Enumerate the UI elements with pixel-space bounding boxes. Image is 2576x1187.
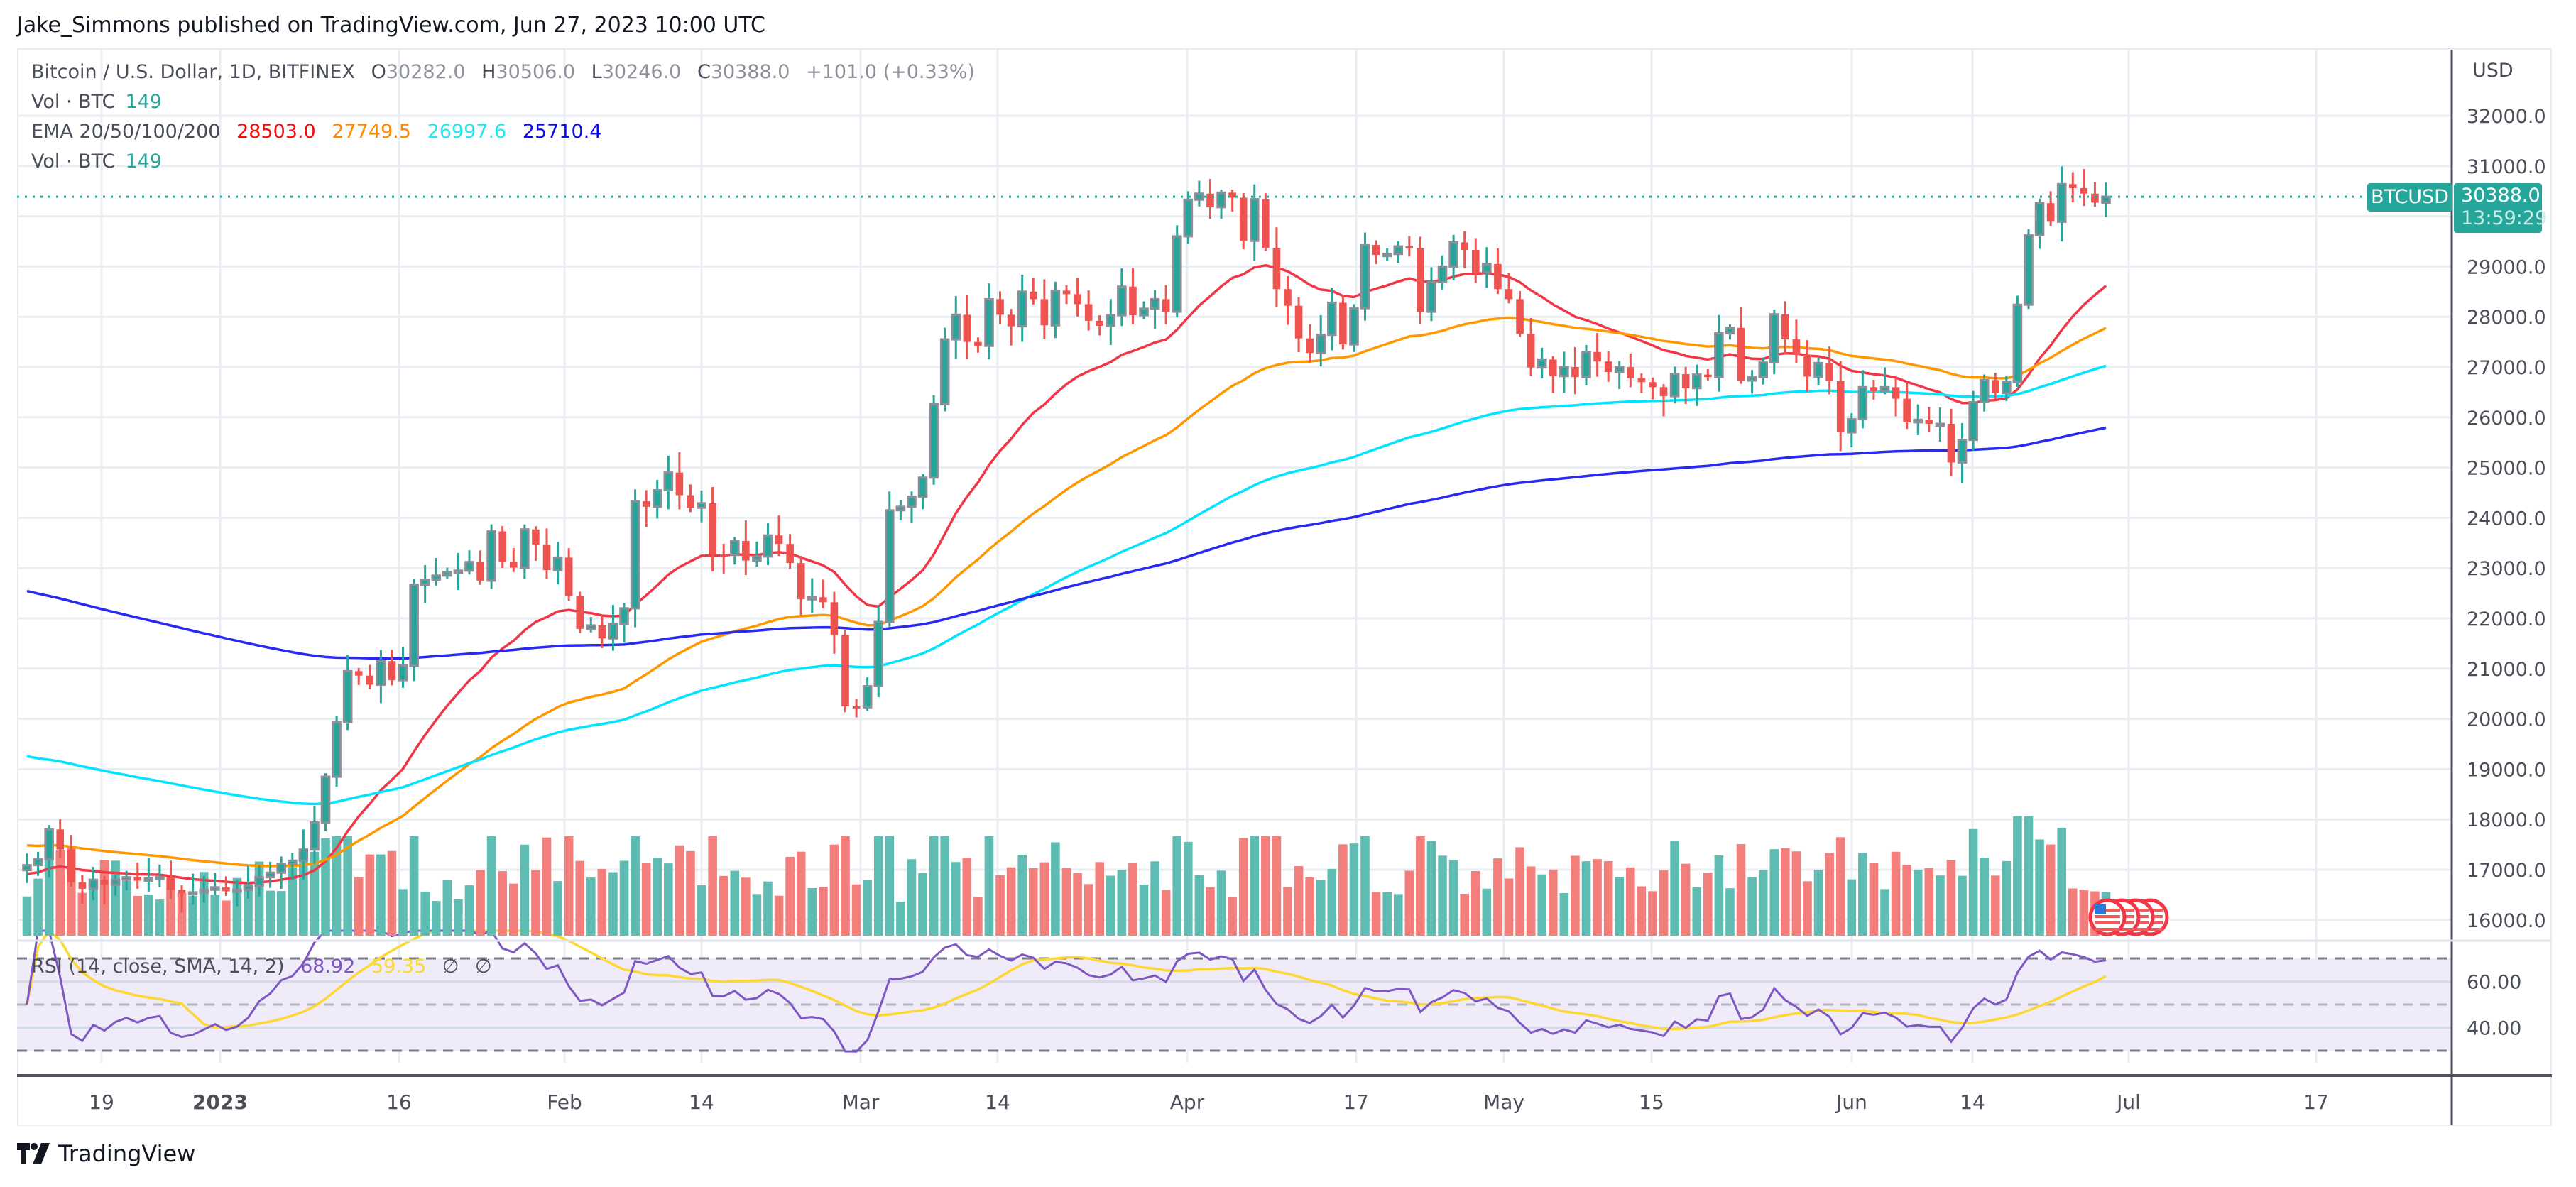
axes: USD 32000.0 31000.0 29000.0 28000.0 27000.0 26… [17,50,2552,1125]
svg-text:Mar: Mar [842,1090,880,1114]
svg-text:14: 14 [689,1090,714,1114]
svg-text:16: 16 [386,1090,412,1114]
svg-text:19000.0: 19000.0 [2467,759,2546,781]
ema50-value: 27749.5 [332,121,411,143]
ema20-value: 28503.0 [236,121,316,143]
svg-text:USD: USD [2472,60,2514,82]
last-price: 30388.0 [2461,185,2540,207]
tradingview-logo[interactable]: TradingView [17,1140,195,1167]
svg-text:19: 19 [89,1090,114,1114]
svg-text:Apr: Apr [1170,1090,1205,1114]
svg-text:Jul: Jul [2115,1090,2141,1114]
us-flag-event-icon[interactable] [2088,898,2127,936]
economic-events-icons[interactable] [2088,898,2169,936]
candlesticks[interactable] [22,166,2111,913]
svg-text:14: 14 [985,1090,1010,1114]
svg-text:2023: 2023 [192,1090,248,1114]
svg-text:16000.0: 16000.0 [2467,910,2546,932]
svg-text:40.00: 40.00 [2467,1018,2521,1040]
symbol-title: Bitcoin / U.S. Dollar, 1D, BITFINEX [31,61,355,83]
volume-bars [22,816,2111,936]
publisher-line: Jake_Simmons published on TradingView.co… [17,13,765,38]
svg-text:32000.0: 32000.0 [2467,106,2546,128]
svg-text:20000.0: 20000.0 [2467,709,2546,731]
svg-text:Feb: Feb [547,1090,582,1114]
svg-text:17: 17 [2303,1090,2329,1114]
ema-lines [26,264,2107,885]
svg-text:60.00: 60.00 [2467,972,2521,994]
svg-text:25000.0: 25000.0 [2467,458,2546,480]
volume-label: Vol · BTC [31,91,116,113]
rsi-pane[interactable] [17,929,2452,1053]
rsi-legend[interactable]: RSI (14, close, SMA, 14, 2) 68.92 59.35 … [31,956,502,978]
volume-label: Vol · BTC [31,151,116,173]
chart-frame [17,48,2552,1126]
svg-text:14: 14 [1960,1090,1985,1114]
volume-legend-2[interactable]: Vol · BTC 149 [31,151,172,173]
symbol-legend[interactable]: Bitcoin / U.S. Dollar, 1D, BITFINEX O302… [31,61,985,83]
ema200-value: 25710.4 [522,121,602,143]
svg-text:18000.0: 18000.0 [2467,809,2546,831]
rsi-extra-1: ∅ [442,956,459,978]
svg-text:Jun: Jun [1835,1090,1867,1114]
svg-text:29000.0: 29000.0 [2467,256,2546,278]
bar-countdown: 13:59:29 [2461,207,2548,229]
rsi-extra-2: ∅ [475,956,492,978]
volume-legend-1[interactable]: Vol · BTC 149 [31,91,172,113]
volume-value: 149 [125,151,162,173]
rsi-label: RSI (14, close, SMA, 14, 2) [31,956,285,978]
svg-text:17: 17 [1343,1090,1369,1114]
brand-name: TradingView [58,1140,196,1167]
svg-text:21000.0: 21000.0 [2467,659,2546,681]
svg-text:22000.0: 22000.0 [2467,608,2546,630]
ema-label: EMA 20/50/100/200 [31,121,221,143]
ohlc-close: C30388.0 [697,61,790,83]
grid-lines [17,50,2452,1063]
ohlc-low: L30246.0 [591,61,682,83]
rsi-value: 68.92 [300,956,356,978]
svg-text:24000.0: 24000.0 [2467,508,2546,530]
ohlc-high: H30506.0 [481,61,576,83]
svg-text:15: 15 [1639,1090,1664,1114]
ohlc-open: O30282.0 [371,61,466,83]
last-price-label: 30388.0 13:59:29 [2454,183,2548,233]
svg-text:May: May [1483,1090,1524,1114]
svg-text:26000.0: 26000.0 [2467,407,2546,430]
ohlc-change: +101.0 (+0.33%) [806,61,976,83]
ema-legend[interactable]: EMA 20/50/100/200 28503.0 27749.5 26997.… [31,121,611,143]
svg-text:28000.0: 28000.0 [2467,307,2546,329]
svg-text:27000.0: 27000.0 [2467,357,2546,379]
rsi-sma-value: 59.35 [371,956,427,978]
symbol-price-label: BTCUSD [2367,183,2452,212]
volume-value: 149 [125,91,162,113]
svg-text:17000.0: 17000.0 [2467,860,2546,882]
svg-text:23000.0: 23000.0 [2467,558,2546,580]
ema100-value: 26997.6 [427,121,507,143]
tradingview-logo-icon [17,1143,50,1164]
svg-text:31000.0: 31000.0 [2467,156,2546,178]
